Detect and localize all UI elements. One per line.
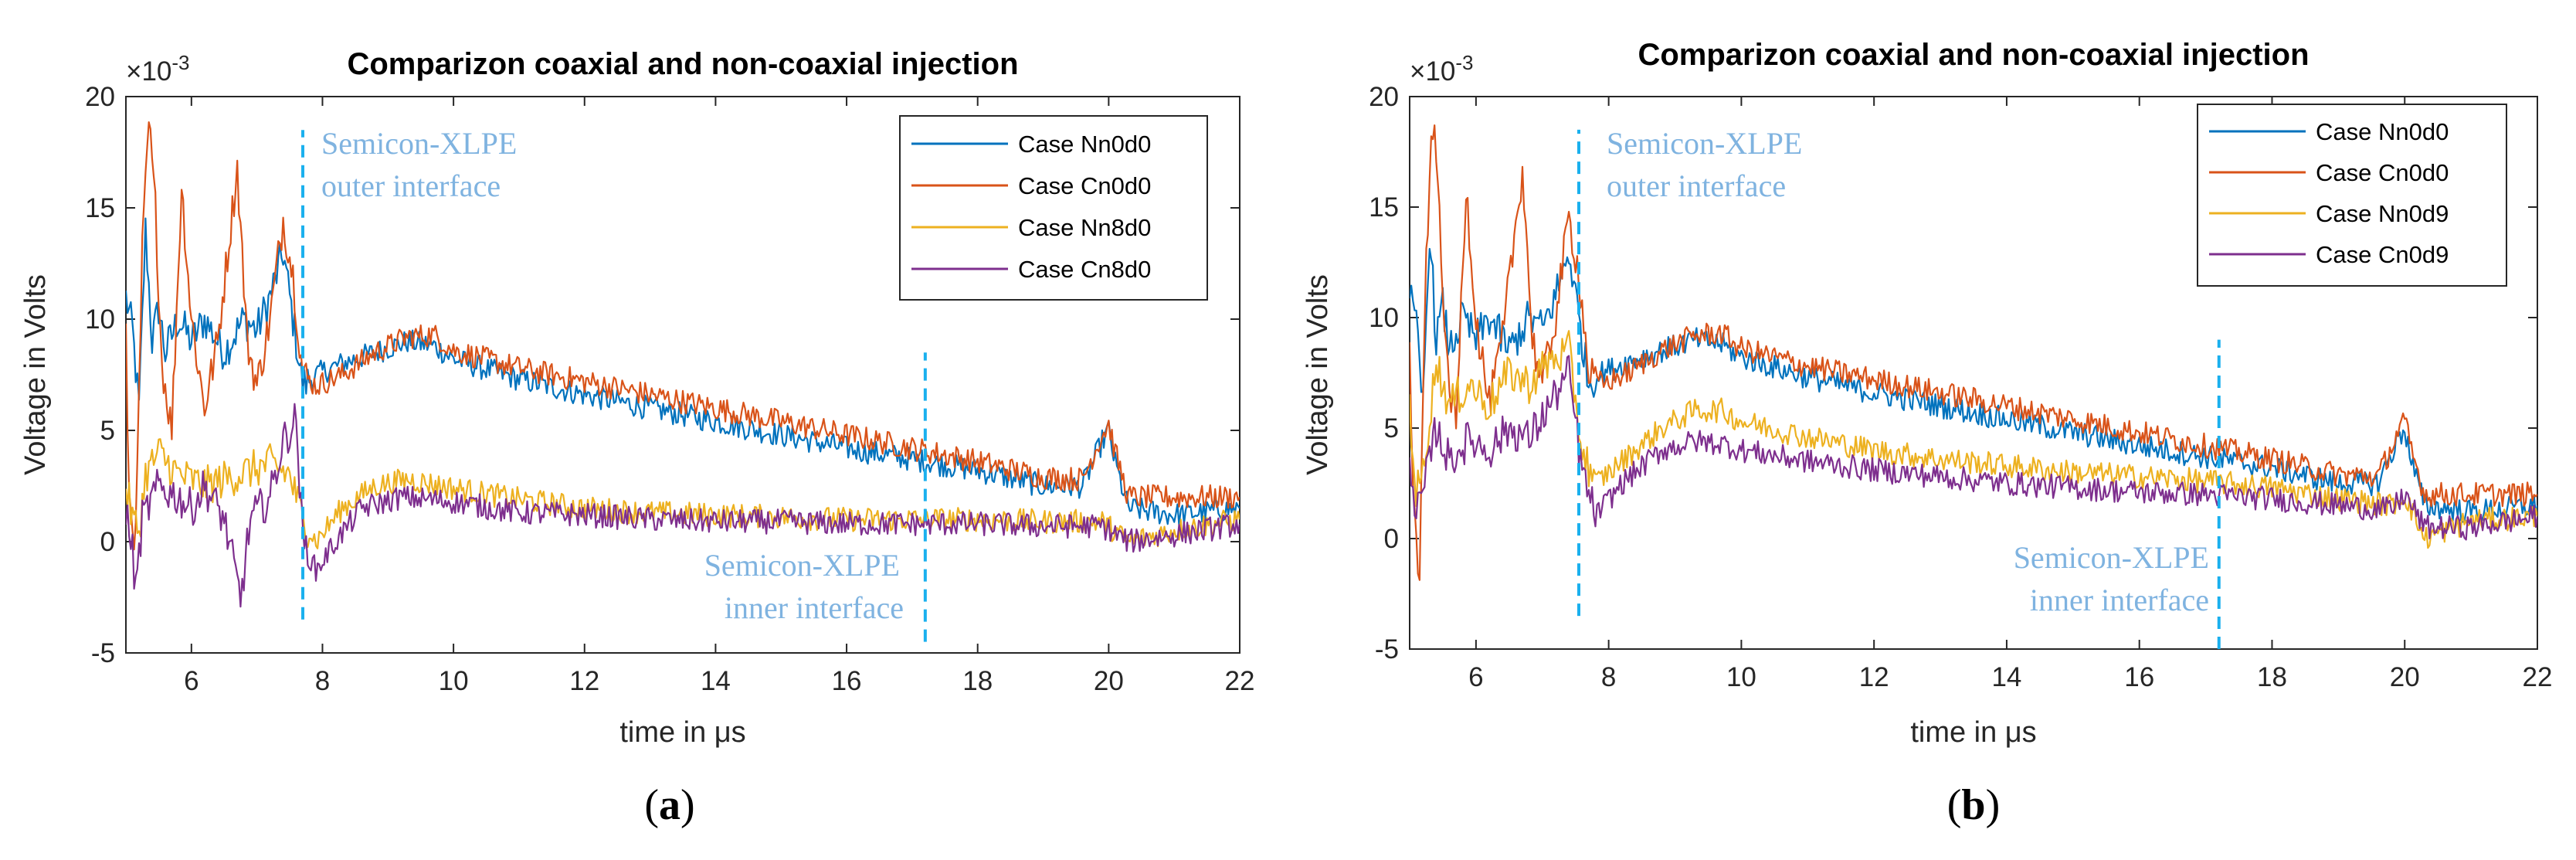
y-tick-label: 5	[1384, 413, 1399, 444]
annotation-outer-a-line1: Semicon-XLPE	[321, 126, 517, 161]
y-ticks-a: -5 0 5 10 15 20	[85, 82, 1240, 668]
legend-entry-b-2: Case Nn0d9	[2316, 200, 2449, 227]
x-tick-label: 6	[1468, 662, 1483, 692]
x-tick-label: 16	[832, 666, 862, 696]
subfigure-label-b-open: (	[1947, 781, 1962, 829]
y-exponent-base-a: ×10	[126, 56, 171, 87]
x-tick-label: 10	[1726, 662, 1756, 692]
chart-title-a: Comparizon coaxial and non-coaxial injec…	[347, 47, 1018, 81]
y-ticks-b: -5 0 5 10 15 20	[1369, 82, 2537, 665]
x-tick-label: 18	[2257, 662, 2287, 692]
subfigure-label-a-close: )	[680, 781, 695, 829]
subfigure-label-a: (a)	[644, 781, 694, 829]
series-line-a-3	[126, 403, 1240, 608]
y-tick-label: 10	[1369, 303, 1399, 333]
subfigure-label-a-open: (	[644, 781, 659, 829]
x-tick-label: 20	[1094, 666, 1124, 696]
y-tick-label: 0	[1384, 524, 1399, 554]
legend-entry-b-3: Case Cn0d9	[2316, 241, 2449, 268]
series-line-a-1	[126, 121, 1240, 551]
x-tick-label: 12	[569, 666, 599, 696]
series-line-b-1	[1410, 124, 2537, 581]
subfigure-label-b-close: )	[1986, 781, 2001, 829]
y-tick-label: -5	[1375, 634, 1399, 665]
x-tick-label: 22	[1225, 666, 1255, 696]
annotation-outer-b-line2: outer interface	[1607, 168, 1786, 203]
x-tick-label: 12	[1859, 662, 1889, 692]
y-tick-label: 0	[100, 527, 115, 557]
x-tick-label: 16	[2124, 662, 2154, 692]
series-line-b-3	[1410, 355, 2537, 541]
annotations-a	[301, 130, 927, 642]
y-tick-label: 15	[1369, 192, 1399, 223]
x-tick-label: 6	[184, 666, 199, 696]
series-line-a-0	[126, 217, 1240, 526]
x-tick-label: 10	[439, 666, 469, 696]
subfigure-label-b-letter: b	[1961, 781, 1985, 829]
subfigure-label-a-letter: a	[659, 781, 680, 829]
y-tick-label: 10	[85, 304, 115, 335]
annotation-outer-b-line1: Semicon-XLPE	[1607, 126, 1802, 161]
x-ticks-b: 6 8 10 12 14 16 18 20 22	[1468, 97, 2552, 692]
y-exponent-power-a: -3	[171, 51, 189, 74]
x-tick-label: 14	[1991, 662, 2021, 692]
annotation-inner-b-line1: Semicon-XLPE	[2014, 540, 2209, 575]
legend-entry-a-3: Case Cn8d0	[1018, 256, 1151, 283]
x-ticks-a: 6 8 10 12 14 16 18 20 22	[184, 97, 1254, 696]
legend-box-b	[2197, 104, 2507, 287]
y-tick-label: 20	[1369, 82, 1399, 112]
legend-b: Case Nn0d0 Case Cn0d0 Case Nn0d9 Case Cn…	[2197, 104, 2507, 287]
legend-entry-a-2: Case Nn8d0	[1018, 214, 1151, 241]
annotation-outer-a-line2: outer interface	[321, 168, 501, 203]
x-tick-label: 20	[2390, 662, 2420, 692]
chart-panel-b: -5 0 5 10 15 20 6 8 10 12 14 16 18 20 22 Comparizon c…	[1302, 38, 2552, 749]
legend-entry-b-0: Case Nn0d0	[2316, 118, 2449, 145]
x-tick-label: 8	[1601, 662, 1616, 692]
legend-a: Case Nn0d0 Case Cn0d0 Case Nn8d0 Case Cn…	[899, 115, 1208, 301]
chart-panel-a: -5 0 5 10 15 20 6 8 10 12 14 16 18 20 22 Comparizon c…	[19, 47, 1254, 749]
x-axis-label-b: time in μs	[1910, 716, 2036, 749]
series-lines-b	[1410, 124, 2537, 581]
subfigure-label-b: (b)	[1947, 781, 2000, 829]
x-tick-label: 8	[315, 666, 330, 696]
legend-entry-a-0: Case Nn0d0	[1018, 131, 1151, 158]
y-tick-label: 15	[85, 193, 115, 223]
x-tick-label: 14	[701, 666, 731, 696]
annotations-b	[1577, 129, 2221, 649]
chart-title-b: Comparizon coaxial and non-coaxial injec…	[1638, 38, 2309, 72]
x-tick-label: 22	[2523, 662, 2553, 692]
y-exponent-base-b: ×10	[1410, 56, 1455, 87]
annotation-inner-a-line1: Semicon-XLPE	[704, 548, 900, 583]
legend-entry-b-1: Case Cn0d0	[2316, 159, 2449, 186]
y-axis-label-b: Voltage in Volts	[1302, 274, 1334, 475]
annotation-inner-a-line2: inner interface	[725, 590, 904, 625]
y-axis-label-a: Voltage in Volts	[19, 274, 52, 475]
x-axis-label-a: time in μs	[619, 716, 745, 749]
annotation-inner-b-line2: inner interface	[2030, 583, 2209, 617]
series-line-b-2	[1410, 330, 2537, 549]
y-exponent-power-b: -3	[1455, 51, 1473, 74]
y-exponent-label-b: ×10-3	[1410, 51, 1474, 87]
y-tick-label: 20	[85, 82, 115, 112]
y-tick-label: -5	[91, 638, 115, 668]
x-tick-label: 18	[962, 666, 993, 696]
series-lines-a	[126, 121, 1240, 608]
legend-entry-a-1: Case Cn0d0	[1018, 172, 1151, 199]
y-exponent-label-a: ×10-3	[126, 51, 190, 87]
y-tick-label: 5	[100, 416, 115, 446]
